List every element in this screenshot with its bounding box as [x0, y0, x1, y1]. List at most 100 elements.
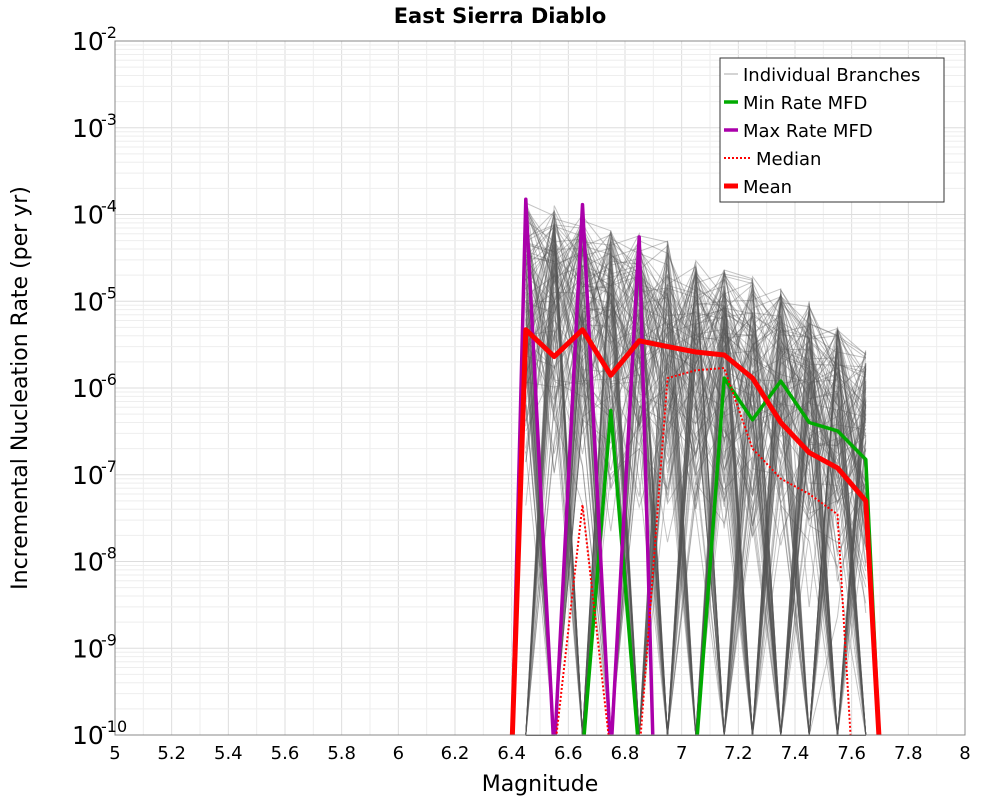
branch-line	[525, 252, 866, 736]
branch-line	[525, 250, 866, 736]
y-tick-exponent: -2	[101, 23, 117, 42]
x-tick-label: 6	[393, 743, 404, 764]
branch-line	[525, 243, 867, 736]
x-tick-label: 5	[109, 743, 120, 764]
branch-line	[525, 273, 867, 736]
x-axis-label: Magnitude	[482, 772, 599, 797]
branch-line	[525, 235, 866, 736]
branch-line	[525, 294, 867, 736]
legend-label: Min Rate MFD	[743, 93, 867, 114]
x-tick-label: 6.4	[497, 743, 526, 764]
branch-line	[525, 230, 867, 736]
branch-line	[525, 289, 867, 736]
x-tick-label: 5.4	[214, 743, 243, 764]
x-tick-label: 8	[959, 743, 970, 764]
branch-line	[525, 207, 866, 736]
branch-line	[525, 273, 867, 736]
branch-line	[525, 240, 867, 736]
branch-line	[525, 246, 867, 736]
x-tick-label: 5.6	[271, 743, 300, 764]
branch-line	[525, 308, 867, 736]
legend-label: Max Rate MFD	[743, 121, 873, 142]
branch-line	[525, 251, 867, 504]
legend-box	[719, 57, 945, 203]
branch-line	[525, 265, 867, 736]
branch-line	[525, 284, 867, 527]
x-tick-label: 5.2	[157, 743, 186, 764]
legend-label: Median	[756, 149, 821, 170]
y-tick-label: 10	[72, 548, 104, 577]
x-tick-label: 7.8	[894, 743, 923, 764]
x-tick-label: 5.8	[327, 743, 356, 764]
branch-line	[525, 241, 867, 736]
max-rate-mfd-line	[510, 197, 655, 735]
y-tick-label: 10	[72, 721, 104, 750]
x-tick-label: 7	[676, 743, 687, 764]
branch-line	[525, 214, 867, 736]
branch-line	[525, 224, 867, 736]
branch-line	[525, 265, 867, 736]
chart-title: East Sierra Diablo	[394, 4, 607, 28]
x-tick-label: 6.8	[611, 743, 640, 764]
y-tick-label: 10	[72, 114, 104, 143]
branch-line	[525, 229, 867, 736]
y-tick-label: 10	[72, 374, 104, 403]
y-tick-exponent: -9	[101, 630, 117, 649]
branch-line	[525, 239, 867, 736]
y-tick-label: 10	[72, 201, 104, 230]
plot-frame	[114, 40, 966, 736]
y-tick-exponent: -3	[101, 110, 117, 129]
y-tick-exponent: -6	[101, 370, 117, 389]
branch-line	[525, 271, 867, 736]
y-tick-exponent: -4	[101, 197, 117, 216]
mean-line	[509, 327, 882, 735]
y-tick-exponent: -10	[101, 717, 127, 736]
y-axis-label: Incremental Nucleation Rate (per yr)	[8, 186, 33, 590]
legend-label: Individual Branches	[743, 65, 920, 86]
x-tick-label: 6.6	[554, 743, 583, 764]
branch-line	[525, 230, 866, 736]
grid	[114, 41, 966, 736]
branch-line	[525, 233, 867, 736]
x-tick-label: 6.2	[441, 743, 470, 764]
branch-line	[525, 282, 866, 736]
x-axis-ticks: 5 5.2 5.4 5.6 5.8 6 6.2 6.4 6.6 6.8 7 7.2 7.4 7.6 7.8 8	[109, 743, 970, 764]
branch-line	[525, 263, 867, 736]
x-tick-label: 7.2	[724, 743, 753, 764]
series-layer	[509, 197, 882, 735]
y-tick-label: 10	[72, 461, 104, 490]
branch-line	[525, 210, 867, 736]
branch-line	[525, 220, 867, 736]
branch-line	[525, 291, 867, 736]
branch-line	[525, 267, 867, 736]
branch-line	[525, 250, 867, 736]
branch-line	[525, 267, 867, 736]
y-tick-exponent: -7	[101, 457, 117, 476]
y-tick-label: 10	[72, 634, 104, 663]
branch-line	[525, 247, 867, 736]
x-tick-label: 7.6	[837, 743, 866, 764]
branch-line	[525, 273, 867, 736]
x-tick-label: 7.4	[781, 743, 810, 764]
branch-line	[525, 309, 867, 736]
branch-line	[525, 270, 867, 736]
branch-line	[525, 224, 867, 736]
branch-line	[525, 248, 866, 736]
branch-line	[525, 216, 866, 736]
y-tick-label: 10	[72, 287, 104, 316]
branch-line	[525, 222, 867, 736]
legend-label: Mean	[743, 177, 792, 198]
y-tick-exponent: -8	[101, 544, 117, 563]
branch-line	[525, 228, 867, 736]
branch-line	[525, 254, 867, 736]
min-rate-mfd-line	[582, 376, 881, 735]
branch-line	[525, 285, 867, 736]
y-tick-exponent: -5	[101, 283, 117, 302]
branch-line	[525, 248, 867, 508]
legend: Individual Branches Min Rate MFD Max Rate …	[719, 57, 945, 203]
branch-line	[525, 268, 866, 736]
branch-line	[525, 206, 867, 736]
